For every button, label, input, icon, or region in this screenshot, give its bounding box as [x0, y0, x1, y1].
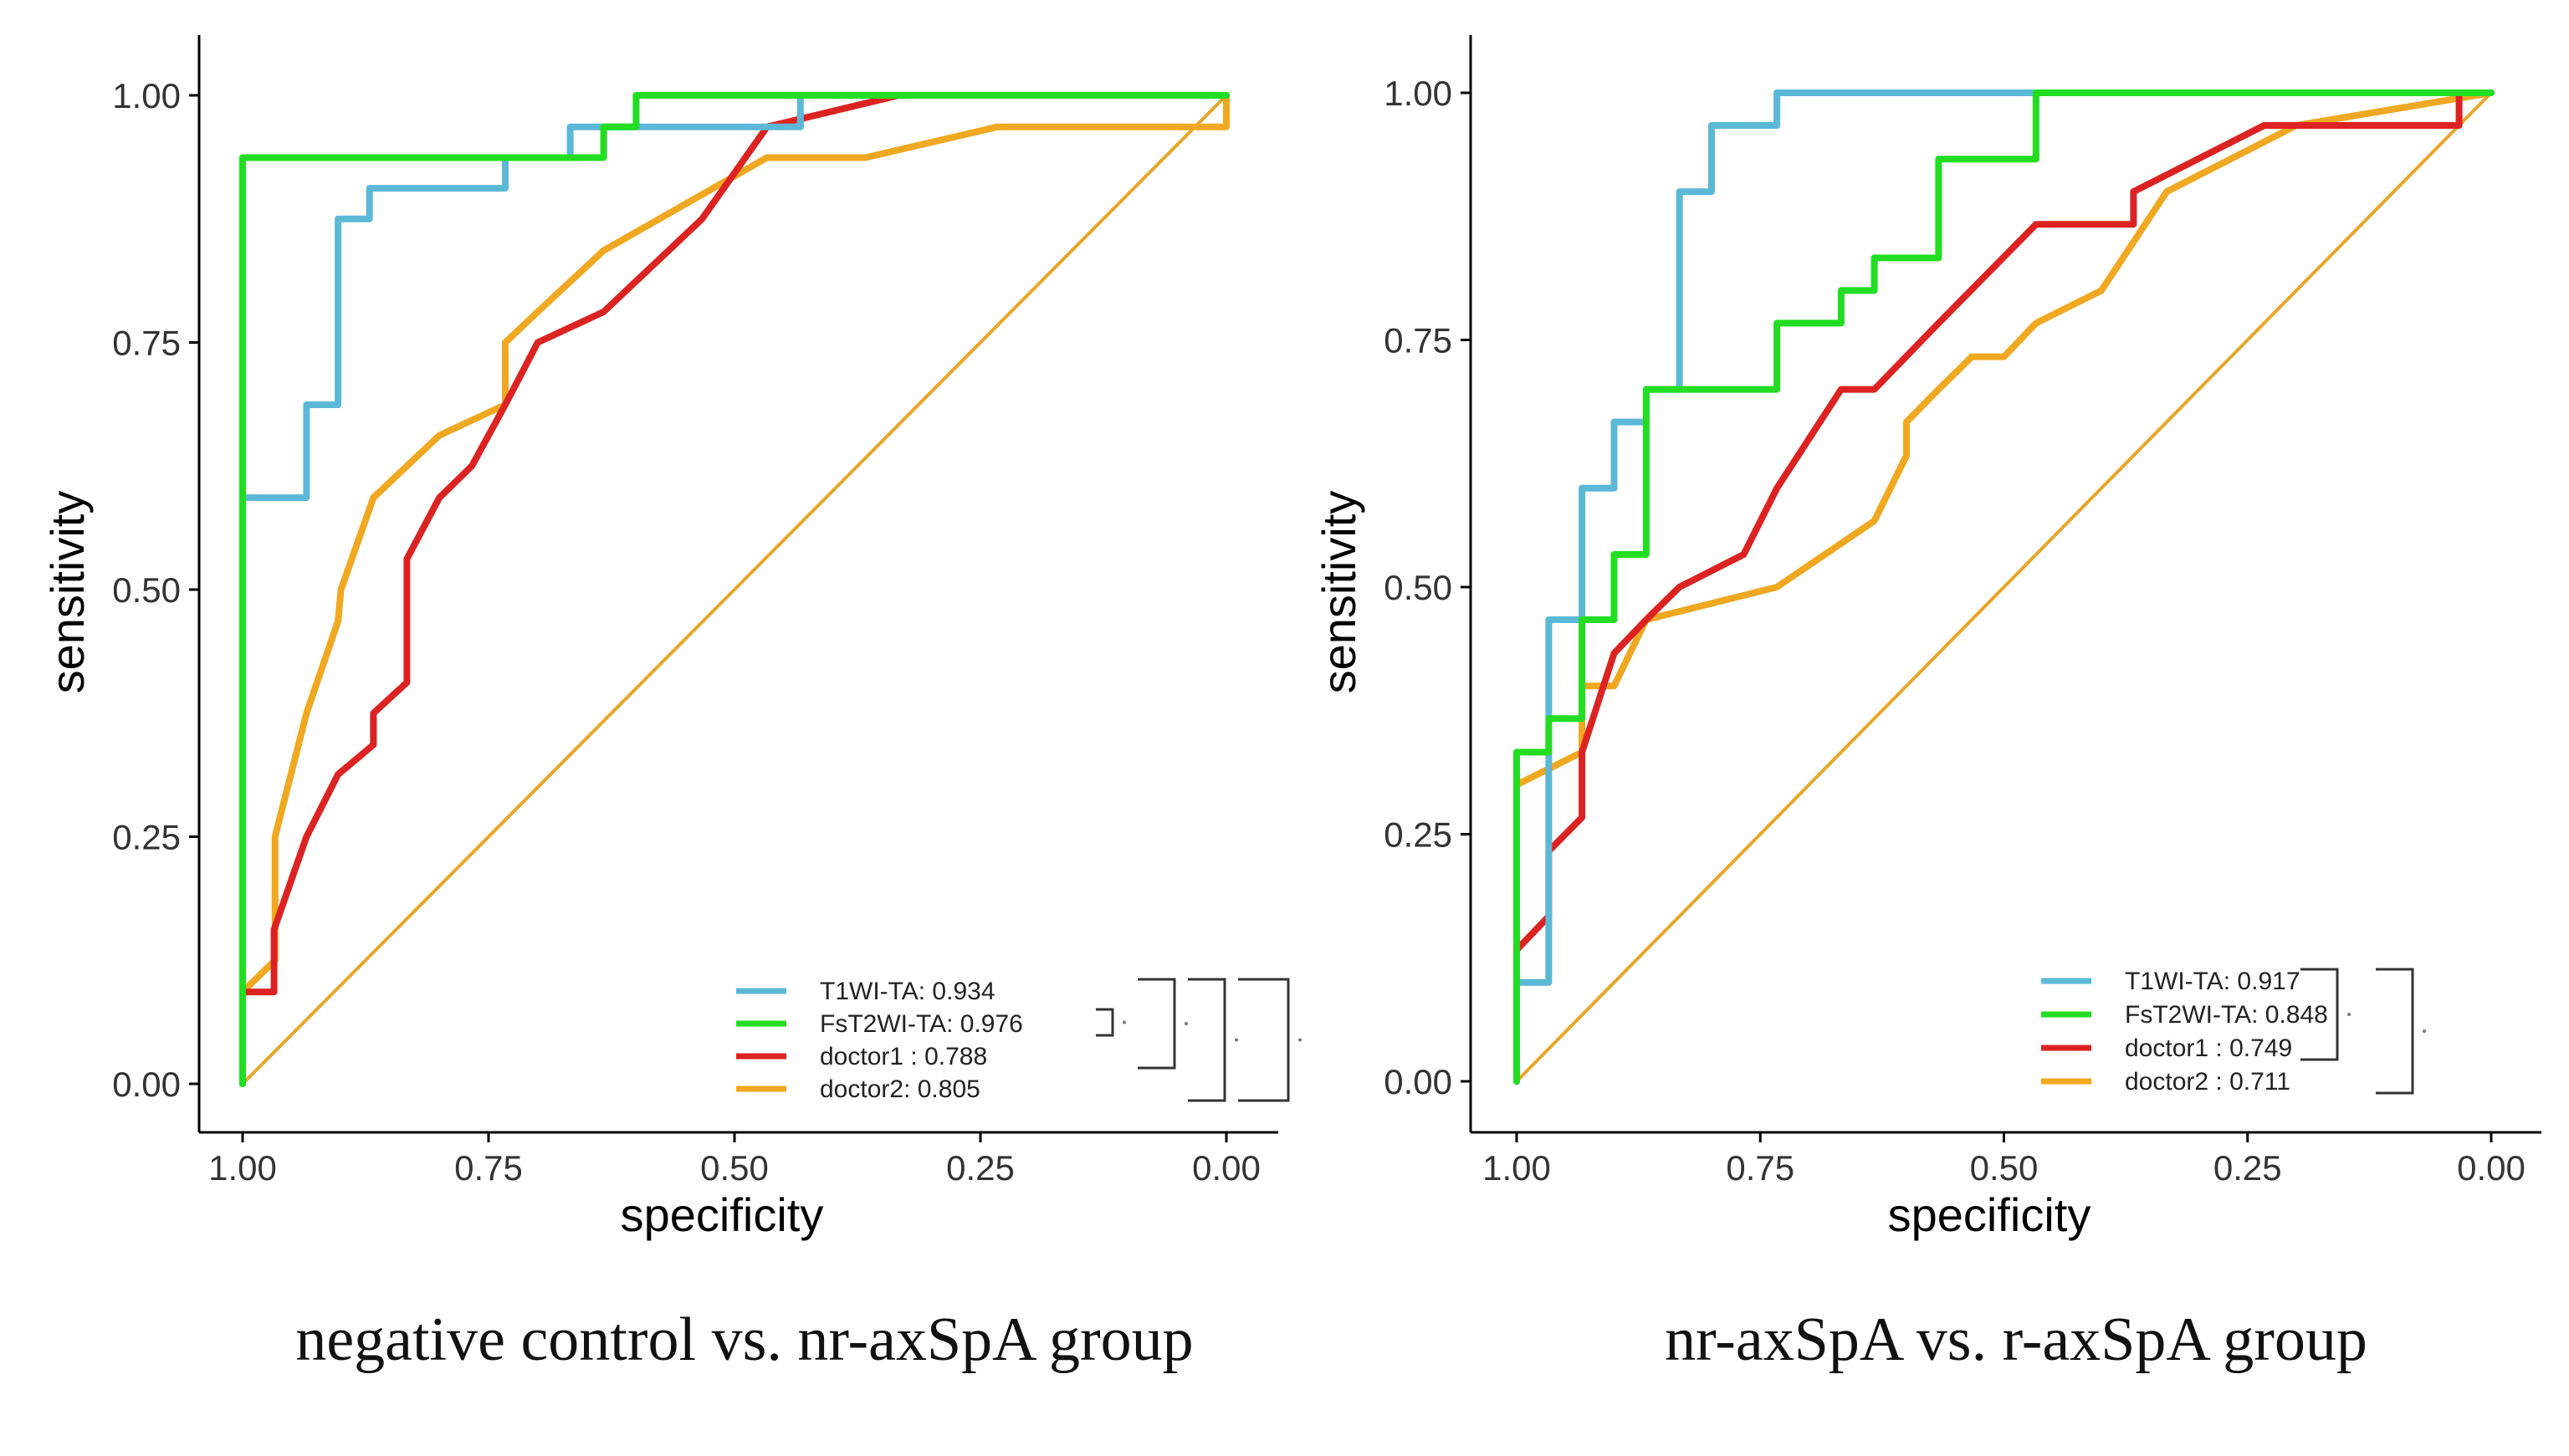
p1-x-axis-title: specificity [621, 1188, 824, 1241]
p2-y-tick-label: 0.75 [1384, 321, 1452, 360]
p1-significance-bracket [1138, 978, 1176, 1070]
p1-y-tick-label: 1.00 [112, 76, 181, 115]
caption-right: nr-axSpA vs. r-axSpA group [1665, 1305, 2367, 1374]
p1-x-tick-label: 0.50 [700, 1148, 769, 1188]
p2-y-tick-label: 0.25 [1384, 815, 1452, 855]
p1-y-tick-label: 0.00 [112, 1065, 181, 1104]
p1-significance-mark [1298, 1038, 1302, 1042]
p1-significance-mark [1123, 1020, 1126, 1024]
p1-y-tick-label: 0.75 [112, 324, 181, 363]
p2-significance-bracket [2376, 968, 2414, 1095]
p1-y-tick-label: 0.50 [112, 570, 181, 610]
p1-series-doctor1-line [239, 92, 1230, 1087]
p2-significance-mark [2423, 1029, 2426, 1033]
p2-x-tick-label: 0.00 [2457, 1148, 2526, 1188]
p1-x-tick-label: 0.75 [454, 1148, 523, 1188]
p2-x-tick-label: 0.25 [2213, 1148, 2282, 1188]
p1-legend-label-fst2wi-ta: FsT2WI-TA: 0.976 [820, 1010, 1023, 1038]
p2-significance-bracket [2300, 968, 2339, 1061]
p1-significance-mark [1235, 1038, 1238, 1042]
p2-series-fst2wi-ta-line [1513, 89, 2495, 1085]
p1-reference-diagonal [241, 94, 1228, 1086]
p1-legend-label-doctor2: doctor2: 0.805 [820, 1075, 980, 1103]
p1-y-axis-title: sensitivity [41, 491, 94, 694]
p2-series-doctor1-line [1513, 89, 2495, 1085]
p2-significance-mark [2347, 1013, 2351, 1016]
p1-significance-bracket [1238, 978, 1290, 1102]
p2-reference-diagonal [1515, 91, 2493, 1083]
p2-chart: 0.00 0.25 0.50 0.75 1.00 1.00 0.75 0.50 0.25 0.00… [1313, 35, 2541, 1241]
caption-left: negative control vs. nr-axSpA group [295, 1305, 1194, 1374]
p1-significance-mark [1185, 1022, 1188, 1025]
p2-x-tick-label: 0.75 [1726, 1148, 1794, 1188]
p1-legend-label-doctor1: doctor1 : 0.788 [820, 1043, 987, 1070]
p1-legend-label-t1wi-ta: T1WI-TA: 0.934 [820, 978, 995, 1005]
p1-series-t1wi-ta-line [239, 92, 1230, 1087]
p2-y-tick-label: 0.50 [1384, 568, 1452, 607]
p2-x-tick-label: 0.50 [1970, 1148, 2039, 1188]
p2-y-tick-label: 1.00 [1384, 74, 1452, 113]
p1-series-fst2wi-ta-line [239, 92, 1230, 1087]
p2-y-tick-label: 0.00 [1384, 1062, 1452, 1101]
p1-x-tick-label: 1.00 [208, 1148, 277, 1188]
p1-significance-bracket [1096, 1008, 1114, 1037]
p2-legend-label-t1wi-ta: T1WI-TA: 0.917 [2125, 968, 2300, 995]
p1-series-doctor2-line [239, 92, 1230, 1087]
p2-x-tick-label: 1.00 [1482, 1148, 1551, 1188]
p2-y-axis-title: sensitivity [1313, 491, 1365, 694]
p2-legend-label-doctor2: doctor2 : 0.711 [2125, 1068, 2290, 1096]
p2-legend-label-doctor1: doctor1 : 0.749 [2125, 1035, 2292, 1062]
p1-x-tick-label: 0.25 [946, 1148, 1015, 1188]
p1-y-tick-label: 0.25 [112, 818, 181, 857]
p1-chart: 0.00 0.25 0.50 0.75 1.00 1.00 0.75 0.50 0.25 0.00… [41, 35, 1302, 1241]
p1-significance-bracket [1188, 978, 1226, 1102]
p2-legend-label-fst2wi-ta: FsT2WI-TA: 0.848 [2125, 1001, 2328, 1029]
p2-x-axis-title: specificity [1888, 1188, 2091, 1241]
p1-x-tick-label: 0.00 [1192, 1148, 1261, 1188]
